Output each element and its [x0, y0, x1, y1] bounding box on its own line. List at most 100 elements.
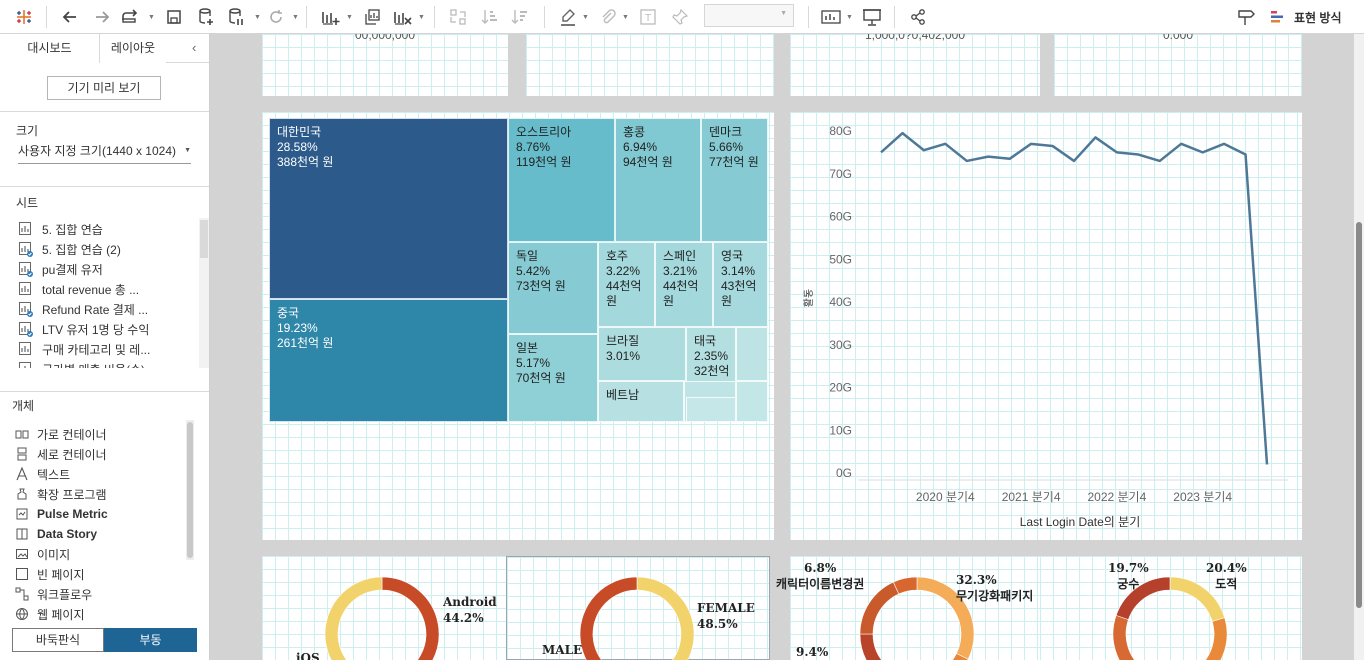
treemap-panel[interactable]: 대한민국 28.58% 388천억 원 중국 19.23% 261천억 원 오스트리아 8.7… [262, 112, 774, 540]
share-icon[interactable] [906, 5, 930, 29]
tab-dashboard[interactable]: 대시보드 [0, 34, 100, 63]
clear-caret-icon[interactable]: ▼ [418, 14, 425, 21]
donut-panel-2[interactable] [506, 556, 770, 660]
show-mark-labels-icon[interactable]: T [636, 5, 660, 29]
sheet-item[interactable]: 국가별 매출 비율(수) [18, 360, 145, 368]
treemap-cell[interactable]: 호주 3.22% 44천억 원 [598, 242, 655, 327]
x-tick-label: 2023 분기4 [1173, 490, 1232, 504]
donut-panel-3[interactable] [790, 556, 1040, 660]
object-item[interactable]: 빈 페이지 [15, 565, 85, 583]
treemap-cell-small[interactable] [736, 327, 768, 381]
kpi-panel-3[interactable]: 1,000,0?0,402,000 [790, 34, 1040, 96]
object-item[interactable]: Data Story [15, 525, 97, 543]
undo-icon[interactable] [58, 5, 82, 29]
sheet-item[interactable]: total revenue 총 ... [18, 280, 139, 298]
sheet-item[interactable]: 5. 집합 연습 (2) [18, 240, 121, 258]
collapse-sidebar-icon[interactable]: ‹ [192, 40, 197, 55]
object-item[interactable]: 이미지 [15, 545, 70, 563]
pause-updates-icon[interactable] [224, 5, 248, 29]
objects-scroll-thumb[interactable] [187, 422, 193, 558]
tiled-button[interactable]: 바둑판식 [12, 628, 104, 652]
sort-ascending-icon[interactable] [478, 5, 502, 29]
treemap-cell[interactable]: 중국 19.23% 261천억 원 [269, 299, 508, 422]
series-line[interactable] [880, 131, 1269, 465]
object-item[interactable]: Pulse Metric [15, 505, 108, 523]
object-item[interactable]: 텍스트 [15, 465, 70, 483]
line-chart-panel[interactable]: 0G 10G 20G 30G 40G 50G 60G 70G 80G 2020 분기4 2021 분… [790, 112, 1302, 540]
show-me-button[interactable]: 표현 방식 [1270, 7, 1342, 27]
treemap-cell[interactable]: 홍콩 6.94% 94천억 원 [615, 118, 701, 242]
donut-segment[interactable] [1191, 617, 1228, 660]
donut-segment[interactable] [579, 576, 642, 660]
redo-icon[interactable] [90, 5, 114, 29]
treemap-cell[interactable]: 덴마크 5.66% 77천억 원 [701, 118, 768, 242]
treemap-cell[interactable]: 대한민국 28.58% 388천억 원 [269, 118, 508, 299]
treemap-cell-small[interactable] [736, 381, 768, 422]
canvas-scroll-thumb[interactable] [1356, 222, 1362, 608]
tooltip-signpost-icon[interactable] [1234, 5, 1258, 29]
treemap-cell[interactable]: 일본 5.17% 70천억 원 [508, 334, 598, 422]
donut-segment[interactable] [381, 576, 440, 660]
highlight-icon[interactable] [556, 5, 580, 29]
donut-panel-4[interactable] [1040, 556, 1302, 660]
sheets-scrollbar[interactable] [199, 218, 209, 368]
treemap-cell[interactable]: 독일 5.42% 73천억 원 [508, 242, 598, 334]
sheet-item[interactable]: LTV 유저 1명 당 수익 [18, 320, 149, 338]
save-icon[interactable] [162, 5, 186, 29]
floating-button[interactable]: 부동 [104, 628, 197, 652]
presentation-mode-icon[interactable] [860, 5, 884, 29]
treemap-cell[interactable]: 영국 3.14% 43천억 원 [713, 242, 768, 327]
sheets-scroll-thumb[interactable] [200, 220, 208, 258]
object-item[interactable]: 세로 컨테이너 [15, 445, 107, 463]
device-preview-button[interactable]: 기기 미리 보기 [47, 76, 161, 100]
treemap-cell[interactable]: 브라질 3.01% [598, 327, 686, 381]
sheet-item[interactable]: pu결제 유저 [18, 260, 103, 278]
sheet-item[interactable]: Refund Rate 결제 ... [18, 300, 148, 318]
treemap-cell[interactable]: 오스트리아 8.76% 119천억 원 [508, 118, 615, 242]
donut-segment[interactable] [859, 633, 882, 660]
highlight-caret-icon[interactable]: ▼ [582, 14, 589, 21]
canvas-scrollbar[interactable] [1354, 34, 1364, 660]
new-datasource-icon[interactable] [194, 5, 218, 29]
replay-animation-icon[interactable] [118, 5, 142, 29]
size-dropdown[interactable]: 사용자 지정 크기(1440 x 1024) ▼ [18, 142, 191, 164]
object-item[interactable]: 가로 컨테이너 [15, 425, 107, 443]
replay-caret-icon[interactable]: ▼ [148, 14, 155, 21]
fix-axes-icon[interactable] [668, 5, 692, 29]
refresh-caret-icon[interactable]: ▼ [292, 14, 299, 21]
refresh-icon[interactable] [264, 5, 288, 29]
object-item[interactable]: 워크플로우 [15, 585, 92, 603]
object-item[interactable]: 확장 프로그램 [15, 485, 107, 503]
sort-descending-icon[interactable] [508, 5, 532, 29]
donut-segment[interactable] [1112, 614, 1144, 660]
kpi-panel-1[interactable]: 00,000,000 [262, 34, 508, 96]
new-worksheet-caret-icon[interactable]: ▼ [346, 14, 353, 21]
kpi-panel-2[interactable] [526, 34, 774, 96]
donut-segment[interactable] [859, 581, 900, 635]
pause-caret-icon[interactable]: ▼ [254, 14, 261, 21]
group-members-icon[interactable] [596, 5, 620, 29]
donut-segment[interactable] [1115, 576, 1171, 621]
donut-panel-1[interactable] [262, 556, 506, 660]
treemap-cell[interactable]: 스페인 3.21% 44천억 원 [655, 242, 713, 327]
donut-segment[interactable] [892, 576, 918, 595]
sheet-item[interactable]: 구매 카테고리 및 레... [18, 340, 150, 358]
clear-sheet-icon[interactable] [390, 5, 414, 29]
donut-segment[interactable] [324, 576, 402, 660]
group-caret-icon[interactable]: ▼ [622, 14, 629, 21]
donut-segment[interactable] [636, 576, 695, 660]
cards-caret-icon[interactable]: ▼ [846, 14, 853, 21]
tab-layout[interactable]: 레이아웃 [100, 34, 166, 63]
show-cards-icon[interactable] [820, 5, 844, 29]
object-item[interactable]: 웹 페이지 [15, 605, 85, 623]
kpi-panel-4[interactable]: 0.000 [1054, 34, 1302, 96]
treemap-cell[interactable]: 베트남 [598, 381, 684, 422]
fit-dropdown[interactable]: ▼ [704, 4, 794, 27]
tableau-logo-icon[interactable] [12, 5, 36, 29]
swap-rows-columns-icon[interactable] [446, 5, 470, 29]
new-worksheet-icon[interactable] [318, 5, 342, 29]
donut-segment[interactable] [899, 653, 969, 660]
treemap-cell-small[interactable] [686, 397, 736, 422]
duplicate-sheet-icon[interactable] [360, 5, 384, 29]
sheet-item[interactable]: 5. 집합 연습 [18, 220, 103, 238]
